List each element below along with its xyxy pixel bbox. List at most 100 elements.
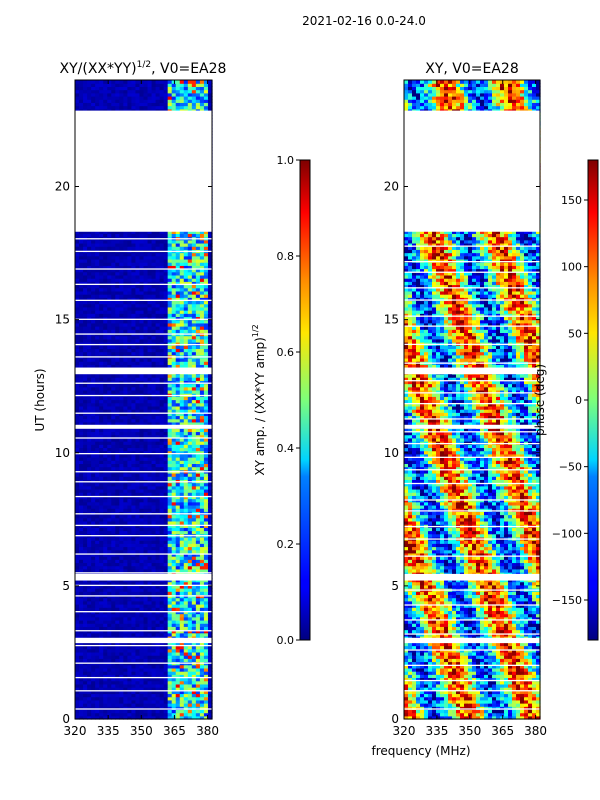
heatmap-cell bbox=[151, 648, 157, 653]
heatmap-cell bbox=[167, 581, 173, 586]
heatmap-cell bbox=[111, 581, 116, 586]
heatmap-cell bbox=[163, 629, 169, 634]
heatmap-cell bbox=[83, 648, 88, 653]
heatmap-cell bbox=[107, 699, 112, 704]
heatmap-cell bbox=[107, 562, 112, 567]
heatmap-cell bbox=[75, 664, 80, 669]
heatmap-cell bbox=[151, 552, 157, 557]
heatmap-cell bbox=[203, 482, 209, 487]
heatmap-cell bbox=[111, 488, 116, 493]
heatmap-cell bbox=[147, 667, 153, 672]
heatmap-cell bbox=[199, 645, 205, 650]
heatmap-cell bbox=[135, 549, 141, 554]
heatmap-cell bbox=[183, 658, 189, 663]
heatmap-cell bbox=[199, 488, 205, 493]
heatmap-cell bbox=[175, 655, 181, 659]
heatmap-cell bbox=[175, 495, 181, 500]
heatmap-cell bbox=[95, 568, 100, 573]
heatmap-cell bbox=[195, 687, 201, 691]
heatmap-cell bbox=[183, 607, 189, 611]
heatmap-cell bbox=[151, 677, 157, 682]
heatmap-cell bbox=[163, 584, 169, 589]
heatmap-cell bbox=[143, 655, 149, 659]
heatmap-cell bbox=[83, 581, 88, 586]
heatmap-cell bbox=[159, 530, 165, 535]
heatmap-cell bbox=[83, 687, 88, 691]
heatmap-cell bbox=[191, 584, 197, 589]
heatmap-cell bbox=[143, 699, 149, 704]
heatmap-cell bbox=[95, 457, 100, 461]
heatmap-cell bbox=[167, 482, 173, 487]
heatmap-cell bbox=[107, 584, 112, 589]
heatmap-cell bbox=[123, 712, 128, 717]
heatmap-cell bbox=[91, 463, 96, 468]
heatmap-cell bbox=[95, 559, 100, 564]
heatmap-cell bbox=[171, 520, 177, 525]
heatmap-cell bbox=[131, 466, 137, 471]
heatmap-cell bbox=[191, 460, 197, 464]
heatmap-cell bbox=[179, 565, 185, 570]
heatmap-cell bbox=[79, 485, 84, 490]
heatmap-cell bbox=[103, 514, 108, 519]
heatmap-cell bbox=[167, 683, 173, 688]
heatmap-cell bbox=[155, 677, 161, 682]
heatmap-cell bbox=[199, 588, 205, 592]
heatmap-cell bbox=[91, 584, 96, 589]
heatmap-cell bbox=[163, 632, 169, 637]
heatmap-cell bbox=[111, 699, 116, 704]
heatmap-cell bbox=[163, 623, 169, 627]
heatmap-cell bbox=[151, 645, 157, 650]
heatmap-cell bbox=[131, 648, 137, 653]
heatmap-cell bbox=[111, 562, 116, 567]
heatmap-cell bbox=[139, 504, 145, 509]
heatmap-cell bbox=[155, 623, 161, 627]
heatmap-cell bbox=[111, 709, 116, 714]
heatmap-cell bbox=[99, 664, 104, 669]
heatmap-cell bbox=[159, 485, 165, 490]
heatmap-cell bbox=[147, 466, 153, 471]
heatmap-cell bbox=[167, 655, 173, 659]
heatmap-cell bbox=[119, 472, 124, 477]
heatmap-cell bbox=[103, 559, 108, 564]
heatmap-cell bbox=[167, 565, 173, 570]
heatmap-cell bbox=[127, 562, 133, 567]
heatmap-cell bbox=[175, 530, 181, 535]
heatmap-cell bbox=[131, 556, 137, 560]
heatmap-cell bbox=[167, 488, 173, 493]
heatmap-cell bbox=[143, 508, 149, 512]
heatmap-cell bbox=[83, 709, 88, 714]
heatmap-cell bbox=[123, 520, 128, 525]
heatmap-cell bbox=[119, 527, 124, 532]
heatmap-cell bbox=[143, 520, 149, 525]
heatmap-cell bbox=[95, 498, 100, 503]
heatmap-cell bbox=[175, 482, 181, 487]
heatmap-cell bbox=[87, 703, 92, 707]
heatmap-cell bbox=[131, 703, 137, 707]
heatmap-cell bbox=[91, 712, 96, 717]
heatmap-cell bbox=[187, 603, 193, 608]
heatmap-cell bbox=[87, 674, 92, 679]
heatmap-cell bbox=[107, 623, 112, 627]
heatmap-cell bbox=[95, 645, 100, 650]
heatmap-cell bbox=[103, 568, 108, 573]
heatmap-cell bbox=[167, 629, 173, 634]
heatmap-cell bbox=[207, 709, 213, 714]
heatmap-cell bbox=[99, 498, 104, 503]
heatmap-cell bbox=[171, 600, 177, 605]
heatmap-cell bbox=[139, 626, 145, 631]
heatmap-cell bbox=[107, 603, 112, 608]
heatmap-cell bbox=[123, 703, 128, 707]
heatmap-cell bbox=[171, 527, 177, 532]
heatmap-cell bbox=[107, 463, 112, 468]
heatmap-cell bbox=[87, 562, 92, 567]
heatmap-cell bbox=[95, 508, 100, 512]
heatmap-cell bbox=[183, 667, 189, 672]
heatmap-cell bbox=[175, 565, 181, 570]
heatmap-cell bbox=[135, 488, 141, 493]
heatmap-cell bbox=[139, 703, 145, 707]
heatmap-cell bbox=[99, 671, 104, 675]
heatmap-cell bbox=[171, 562, 177, 567]
heatmap-cell bbox=[159, 517, 165, 522]
heatmap-cell bbox=[91, 683, 96, 688]
heatmap-cell bbox=[167, 696, 173, 701]
